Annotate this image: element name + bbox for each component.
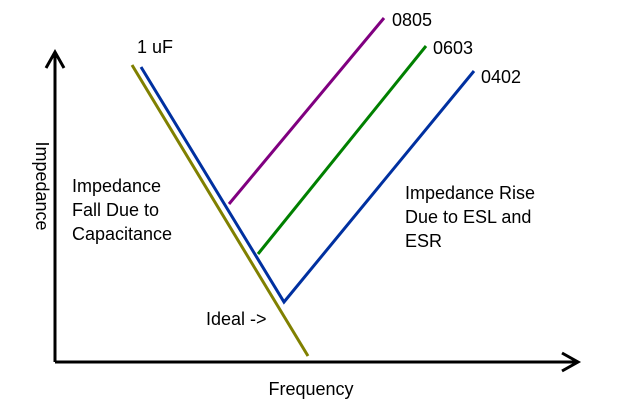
y-axis-label: Impedance	[32, 141, 52, 230]
axes	[44, 48, 582, 373]
fall-annotation-line: Fall Due to	[72, 200, 159, 220]
fall-annotation-line: Impedance	[72, 176, 161, 196]
rise-annotation-line: Due to ESL and	[405, 207, 531, 227]
series-0603-label: 0603	[433, 38, 473, 58]
y-axis-arrowhead	[44, 48, 66, 69]
series-0805-line	[227, 17, 386, 205]
series-0805-label: 0805	[392, 10, 432, 30]
ideal-label: Ideal ->	[206, 309, 267, 329]
x-axis-arrowhead	[561, 351, 582, 373]
cap-1uf-label: 1 uF	[137, 37, 173, 57]
rise-annotation: Impedance Rise Due to ESL and ESR	[405, 183, 535, 251]
fall-annotation: Impedance Fall Due to Capacitance	[72, 176, 172, 244]
x-axis-label: Frequency	[268, 379, 353, 399]
rise-annotation-line: ESR	[405, 231, 442, 251]
rise-annotation-line: Impedance Rise	[405, 183, 535, 203]
series-0603-line	[256, 45, 428, 255]
curves	[130, 17, 476, 357]
ideal-capacitor-line	[130, 64, 310, 357]
fall-annotation-line: Capacitance	[72, 224, 172, 244]
series-0402-label: 0402	[481, 67, 521, 87]
cap-1uf-curve	[139, 66, 476, 305]
